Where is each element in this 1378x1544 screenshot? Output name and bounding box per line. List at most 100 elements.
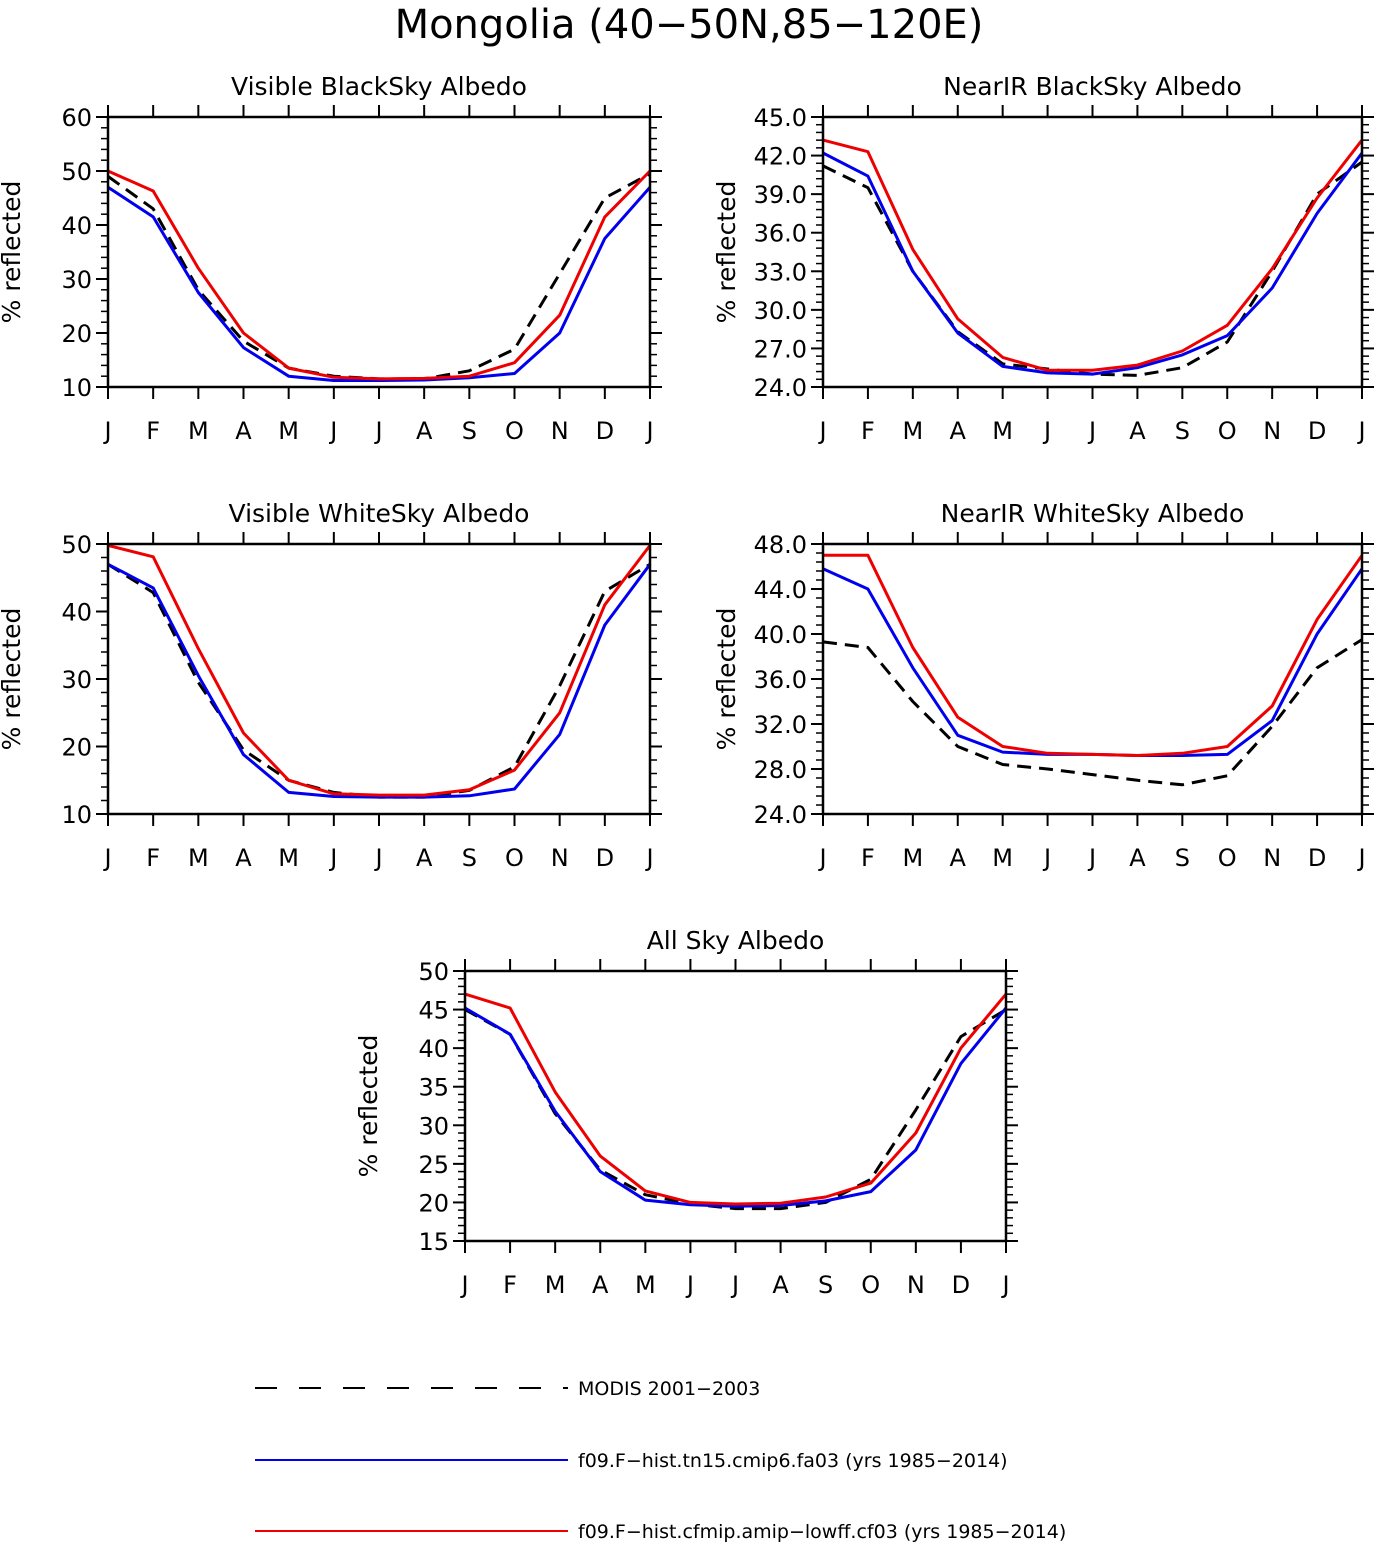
legend: MODIS 2001−2003 f09.F−hist.tn15.cmip6.fa0… bbox=[255, 1378, 1066, 1543]
x-tick-label: S bbox=[818, 1271, 833, 1299]
x-tick-label: M bbox=[992, 844, 1013, 872]
x-tick-label: S bbox=[462, 417, 477, 445]
panel-title: NearIR WhiteSky Albedo bbox=[941, 499, 1245, 528]
y-tick-label: 39.0 bbox=[754, 181, 807, 209]
x-tick-label: J bbox=[373, 417, 382, 445]
y-tick-label: 24.0 bbox=[754, 374, 807, 402]
series-line-3 bbox=[822, 138, 1364, 372]
series-line-2 bbox=[464, 1006, 1008, 1208]
series-line-1 bbox=[822, 160, 1363, 377]
x-tick-label: D bbox=[596, 844, 614, 872]
x-tick-label: D bbox=[952, 1271, 970, 1299]
y-tick-label: 20 bbox=[418, 1189, 449, 1217]
x-tick-label: J bbox=[373, 844, 382, 872]
x-tick-label: D bbox=[1308, 417, 1326, 445]
x-tick-label: J bbox=[1356, 844, 1365, 872]
y-tick-label: 10 bbox=[61, 374, 92, 402]
y-tick-label: 45.0 bbox=[754, 104, 807, 132]
y-tick-label: 60 bbox=[61, 104, 92, 132]
legend-label-2: f09.F−hist.tn15.cmip6.fa03 (yrs 1985−201… bbox=[578, 1450, 1008, 1472]
y-tick-label: 27.0 bbox=[754, 335, 807, 363]
x-tick-label: M bbox=[278, 417, 299, 445]
legend-label-1: MODIS 2001−2003 bbox=[578, 1378, 760, 1400]
y-tick-label: 50 bbox=[61, 158, 92, 186]
x-tick-label: A bbox=[1129, 844, 1146, 872]
x-tick-label: J bbox=[328, 844, 337, 872]
y-tick-label: 44.0 bbox=[754, 576, 807, 604]
x-tick-label: A bbox=[416, 844, 433, 872]
series-line-2 bbox=[107, 185, 652, 382]
x-tick-label: M bbox=[188, 417, 209, 445]
x-tick-label: A bbox=[950, 844, 967, 872]
x-tick-label: J bbox=[1042, 417, 1051, 445]
y-axis-label: % reflected bbox=[354, 1035, 383, 1178]
x-tick-label: N bbox=[907, 1271, 925, 1299]
y-axis-label: % reflected bbox=[712, 181, 741, 324]
x-tick-label: J bbox=[817, 417, 826, 445]
x-tick-label: J bbox=[102, 417, 111, 445]
series-line-1 bbox=[822, 638, 1363, 787]
x-tick-label: D bbox=[596, 417, 614, 445]
x-tick-label: M bbox=[902, 417, 923, 445]
x-tick-label: F bbox=[146, 417, 160, 445]
series-line-3 bbox=[107, 169, 652, 381]
x-tick-label: D bbox=[1308, 844, 1326, 872]
x-tick-label: N bbox=[551, 844, 569, 872]
y-tick-label: 36.0 bbox=[754, 220, 807, 248]
x-tick-label: J bbox=[1087, 417, 1096, 445]
x-tick-label: J bbox=[730, 1271, 739, 1299]
x-tick-label: J bbox=[817, 844, 826, 872]
y-tick-label: 20 bbox=[61, 320, 92, 348]
series-line-1 bbox=[464, 1008, 1007, 1211]
y-tick-label: 30.0 bbox=[754, 297, 807, 325]
y-tick-label: 28.0 bbox=[754, 756, 807, 784]
x-tick-label: O bbox=[1218, 844, 1237, 872]
y-tick-label: 30 bbox=[418, 1112, 449, 1140]
x-tick-label: F bbox=[503, 1271, 517, 1299]
x-tick-label: J bbox=[644, 417, 653, 445]
y-axis-label: % reflected bbox=[712, 608, 741, 751]
x-tick-label: A bbox=[772, 1271, 789, 1299]
y-tick-label: 32.0 bbox=[754, 711, 807, 739]
legend-label-3: f09.F−hist.cfmip.amip−lowff.cf03 (yrs 19… bbox=[578, 1521, 1066, 1543]
x-tick-label: O bbox=[861, 1271, 880, 1299]
y-tick-label: 24.0 bbox=[754, 801, 807, 829]
y-tick-label: 40.0 bbox=[754, 621, 807, 649]
series-line-1 bbox=[107, 563, 651, 799]
x-tick-label: O bbox=[1218, 417, 1237, 445]
x-tick-label: M bbox=[188, 844, 209, 872]
series-line-2 bbox=[107, 562, 652, 799]
x-tick-label: M bbox=[545, 1271, 566, 1299]
series-line-3 bbox=[464, 992, 1008, 1206]
y-tick-label: 33.0 bbox=[754, 258, 807, 286]
x-tick-label: F bbox=[861, 417, 875, 445]
y-tick-label: 35 bbox=[418, 1074, 449, 1102]
panel-title: Visible BlackSky Albedo bbox=[231, 72, 527, 101]
x-tick-label: N bbox=[1263, 417, 1281, 445]
x-tick-label: A bbox=[592, 1271, 609, 1299]
x-tick-label: M bbox=[902, 844, 923, 872]
y-tick-label: 36.0 bbox=[754, 666, 807, 694]
y-tick-label: 48.0 bbox=[754, 531, 807, 559]
x-tick-label: J bbox=[1000, 1271, 1009, 1299]
series-line-2 bbox=[822, 151, 1364, 376]
plot-frame bbox=[106, 542, 652, 816]
x-tick-label: O bbox=[505, 417, 524, 445]
y-axis-label: % reflected bbox=[0, 181, 26, 324]
x-tick-label: S bbox=[462, 844, 477, 872]
x-tick-label: A bbox=[950, 417, 967, 445]
y-axis-label: % reflected bbox=[0, 608, 26, 751]
y-tick-label: 20 bbox=[61, 734, 92, 762]
y-tick-label: 42.0 bbox=[754, 143, 807, 171]
chart-panel: Visible BlackSky Albedo% reflectedJFMAMJ… bbox=[0, 72, 662, 445]
y-tick-label: 30 bbox=[61, 266, 92, 294]
y-tick-label: 40 bbox=[418, 1035, 449, 1063]
chart-panel: Visible WhiteSky Albedo% reflectedJFMAMJ… bbox=[0, 499, 662, 872]
x-tick-label: N bbox=[1263, 844, 1281, 872]
y-tick-label: 50 bbox=[418, 958, 449, 986]
x-tick-label: F bbox=[861, 844, 875, 872]
